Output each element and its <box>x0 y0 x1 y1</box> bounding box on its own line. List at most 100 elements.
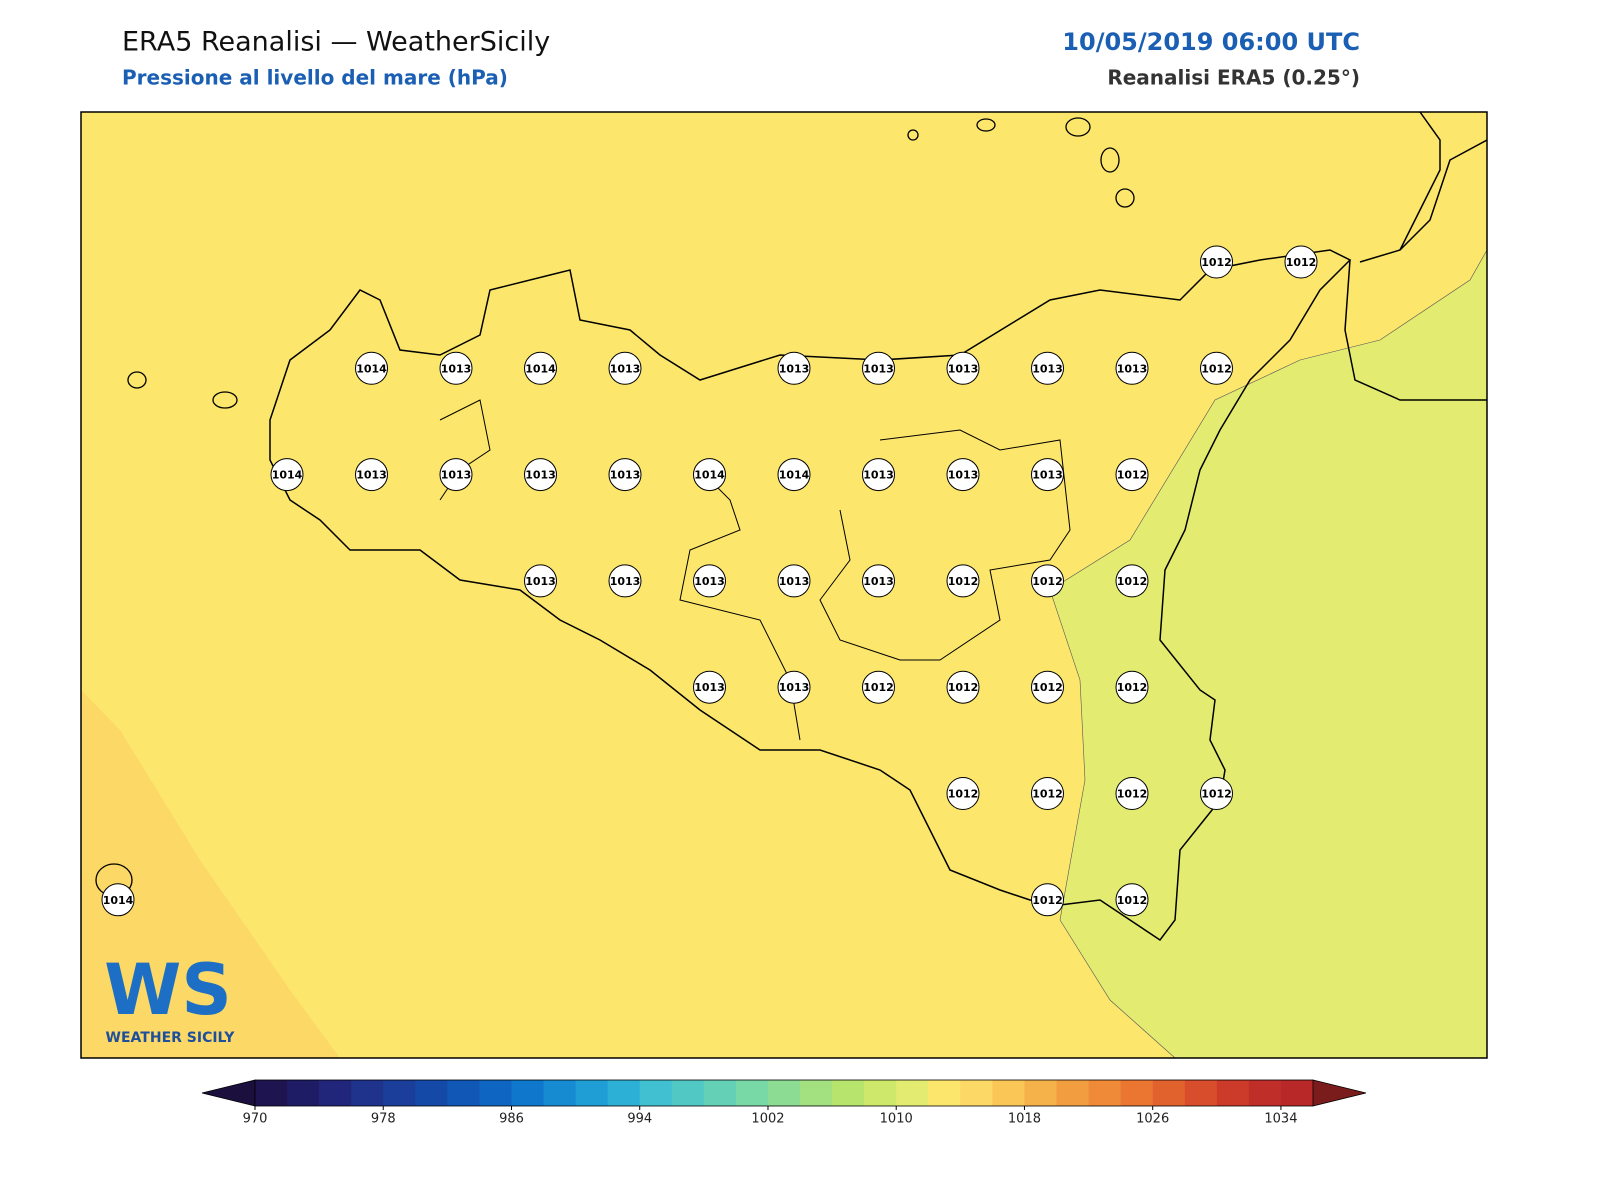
station-value: 1013 <box>863 362 894 375</box>
station-value: 1012 <box>1032 681 1063 694</box>
station-value: 1014 <box>103 894 134 907</box>
station-value: 1013 <box>356 469 387 482</box>
station-marker <box>777 458 811 492</box>
station-marker <box>608 458 642 492</box>
station-marker <box>862 351 895 385</box>
station-value: 1014 <box>779 469 810 482</box>
station-marker <box>693 458 726 492</box>
station-marker <box>101 883 135 917</box>
station-value: 1013 <box>1117 362 1148 375</box>
station-value: 1013 <box>610 362 641 375</box>
station-marker <box>1115 458 1149 492</box>
map-frame <box>80 111 1488 1059</box>
station-value: 1014 <box>272 469 303 482</box>
colorbar-box <box>1152 1080 1186 1106</box>
station-marker <box>777 564 811 598</box>
station-marker <box>524 564 557 598</box>
colorbar-box <box>575 1080 609 1106</box>
colorbar: 970 978 986 994 1002 1010 1018 1026 1034 <box>201 1079 1367 1127</box>
colorbar-box <box>1088 1080 1122 1106</box>
station-marker <box>1115 351 1149 385</box>
station-value: 1014 <box>356 362 387 375</box>
colorbar-box <box>415 1080 448 1106</box>
station-marker <box>355 458 388 492</box>
colorbar-tick-label: 1018 <box>1008 1112 1041 1127</box>
station-marker <box>270 458 304 492</box>
station-value: 1012 <box>948 681 979 694</box>
station-value: 1013 <box>610 469 641 482</box>
station-marker <box>524 351 557 385</box>
date: 10/05/2019 06:00 UTC <box>1062 28 1360 56</box>
station-value: 1013 <box>694 575 725 588</box>
colorbar-box <box>703 1080 737 1106</box>
station-marker <box>1031 564 1064 598</box>
station-value: 1013 <box>779 681 810 694</box>
field-1010 <box>1049 249 1487 1058</box>
colorbar-box <box>960 1080 993 1106</box>
station-marker <box>1115 670 1149 704</box>
colorbar-box <box>1216 1080 1250 1106</box>
station-marker <box>1200 245 1233 279</box>
station-value: 1012 <box>1117 469 1148 482</box>
calabria-coast <box>1344 112 1487 401</box>
colorbar-box <box>479 1080 512 1106</box>
colorbar-box <box>864 1080 897 1106</box>
station-value: 1012 <box>1032 575 1063 588</box>
colorbar-tick-label: 986 <box>499 1112 524 1127</box>
map: WS WEATHER SICILY <box>80 111 1488 1059</box>
colorbar-over <box>1312 1079 1367 1107</box>
station-marker <box>946 777 980 810</box>
station-marker <box>524 458 557 492</box>
station-marker <box>862 564 895 598</box>
colorbar-box <box>319 1080 352 1106</box>
colorbar-box <box>1248 1080 1282 1106</box>
station-value: 1012 <box>1117 894 1148 907</box>
station-marker <box>608 351 642 385</box>
station-value: 1013 <box>525 575 556 588</box>
colorbar-box <box>1184 1080 1218 1106</box>
station-value: 1013 <box>441 362 472 375</box>
station-value: 1013 <box>610 575 641 588</box>
colorbar-tick-label: 994 <box>627 1112 652 1127</box>
station-marker <box>946 458 980 492</box>
colorbar-box <box>639 1080 673 1106</box>
station-marker <box>1031 670 1064 704</box>
islands <box>95 117 1135 897</box>
station-value: 1012 <box>1117 788 1148 801</box>
station-marker <box>608 564 642 598</box>
colorbar-box <box>671 1080 705 1106</box>
station-marker <box>777 351 811 385</box>
colorbar-box <box>832 1080 865 1106</box>
station-marker <box>946 670 980 704</box>
station-marker <box>1031 351 1064 385</box>
colorbar-tick-label: 1002 <box>751 1112 784 1127</box>
station-marker <box>1200 777 1233 810</box>
colorbar-box <box>351 1080 384 1106</box>
station-marker <box>1115 883 1149 917</box>
colorbar-box <box>511 1080 545 1106</box>
station-marker <box>693 564 726 598</box>
station-value: 1012 <box>948 788 979 801</box>
station-marker <box>1200 351 1233 385</box>
station-value: 1013 <box>1032 362 1063 375</box>
station-marker <box>1284 245 1318 279</box>
station-value: 1012 <box>948 575 979 588</box>
station-value: 1014 <box>525 362 556 375</box>
station-value: 1013 <box>779 575 810 588</box>
colorbar-tick-label: 978 <box>371 1112 396 1127</box>
colorbar-tick-label: 970 <box>243 1112 268 1127</box>
colorbar-box <box>896 1080 929 1106</box>
title: ERA5 Reanalisi — WeatherSicily <box>122 27 550 58</box>
station-value: 1014 <box>694 469 725 482</box>
station-value: 1013 <box>863 575 894 588</box>
station-marker <box>1115 777 1149 810</box>
colorbar-tick-label: 1026 <box>1136 1112 1169 1127</box>
station-marker <box>439 458 473 492</box>
colorbar-box <box>287 1080 320 1106</box>
station-value: 1012 <box>1117 575 1148 588</box>
station-marker <box>355 351 388 385</box>
station-value: 1013 <box>1032 469 1063 482</box>
station-value: 1012 <box>1201 362 1232 375</box>
station-value: 1012 <box>1117 681 1148 694</box>
